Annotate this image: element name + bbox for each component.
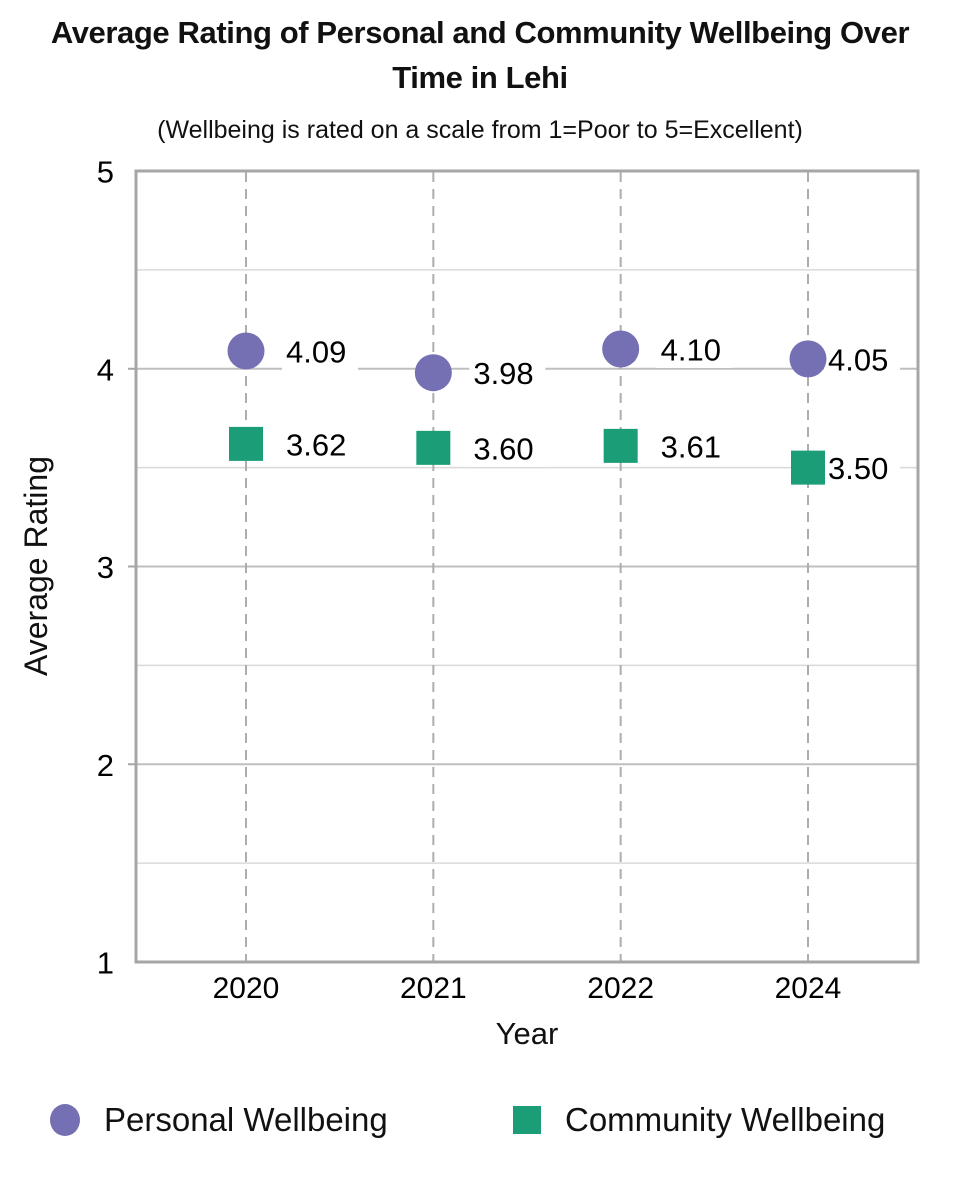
y-tick-label-3: 3 — [97, 550, 114, 585]
data-label-bg — [656, 329, 733, 368]
x-tick-label-2021: 2021 — [400, 972, 467, 1005]
data-label-personal-wellbeing-2024: 4.05 — [828, 342, 888, 377]
data-label-bg — [656, 426, 733, 465]
marker-community-wellbeing-2022 — [603, 428, 638, 463]
y-tick-label-4: 4 — [97, 352, 114, 387]
personal-wellbeing-circle-icon — [50, 1104, 80, 1136]
y-tick-label-5: 5 — [97, 155, 114, 190]
y-tick-label-2: 2 — [97, 748, 114, 783]
data-label-community-wellbeing-2021: 3.60 — [473, 431, 533, 466]
data-label-personal-wellbeing-2022: 4.10 — [661, 332, 721, 367]
data-label-bg — [282, 331, 358, 370]
marker-community-wellbeing-2024 — [791, 450, 825, 485]
x-axis-title: Year — [495, 1016, 559, 1051]
data-label-community-wellbeing-2024: 3.50 — [828, 451, 888, 486]
chart-title: Average Rating of Personal and Community… — [50, 15, 910, 95]
x-tick-label-2020: 2020 — [213, 972, 280, 1005]
community-wellbeing-square-icon — [513, 1106, 541, 1134]
marker-community-wellbeing-2021 — [416, 430, 451, 465]
data-label-bg — [469, 428, 546, 467]
chart-subtitle: (Wellbeing is rated on a scale from 1=Po… — [157, 116, 803, 144]
data-label-personal-wellbeing-2020: 4.09 — [286, 334, 346, 369]
data-label-community-wellbeing-2022: 3.61 — [661, 429, 721, 464]
data-label-bg — [469, 353, 546, 392]
x-tick-label-2022: 2022 — [587, 972, 654, 1005]
marker-personal-wellbeing-2022 — [602, 330, 640, 368]
legend-label-personal: Personal Wellbeing — [104, 1101, 388, 1138]
x-tick-label-2024: 2024 — [775, 972, 842, 1005]
marker-community-wellbeing-2020 — [229, 426, 263, 461]
data-label-bg — [824, 448, 900, 487]
data-label-bg — [282, 424, 358, 463]
marker-personal-wellbeing-2020 — [227, 332, 265, 370]
legend-item-personal-wellbeing: Personal Wellbeing — [50, 1100, 388, 1140]
y-tick-label-1: 1 — [97, 946, 114, 981]
legend-label-community: Community Wellbeing — [565, 1101, 886, 1138]
plot-border — [134, 169, 920, 964]
data-label-personal-wellbeing-2021: 3.98 — [473, 356, 533, 391]
marker-personal-wellbeing-2024 — [789, 340, 827, 378]
marker-personal-wellbeing-2021 — [414, 354, 452, 392]
data-label-community-wellbeing-2020: 3.62 — [286, 427, 346, 462]
data-label-bg — [824, 339, 900, 378]
legend-item-community-wellbeing: Community Wellbeing — [513, 1100, 885, 1140]
